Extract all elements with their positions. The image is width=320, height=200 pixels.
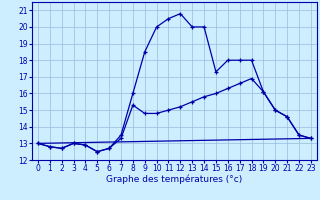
X-axis label: Graphe des températures (°c): Graphe des températures (°c) [106, 175, 243, 184]
